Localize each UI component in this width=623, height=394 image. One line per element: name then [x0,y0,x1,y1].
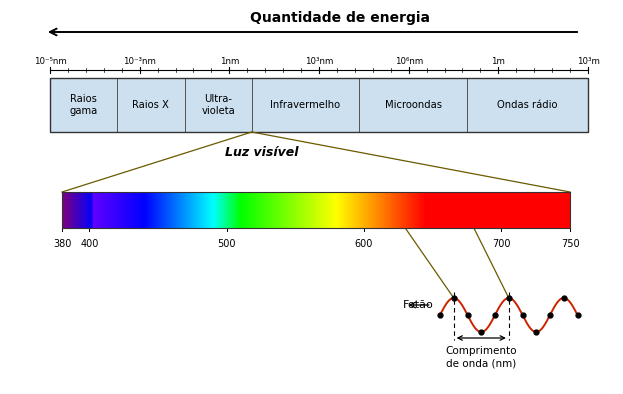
Bar [50,78,588,132]
Text: Raios X: Raios X [133,100,169,110]
Text: 500: 500 [217,239,236,249]
Text: 10³m: 10³m [576,57,599,66]
Text: Infravermelho: Infravermelho [270,100,341,110]
Bar [467,78,588,132]
Text: 10³nm: 10³nm [305,57,333,66]
Text: 10⁻³nm: 10⁻³nm [123,57,156,66]
Text: 600: 600 [355,239,373,249]
Text: 700: 700 [492,239,511,249]
Bar [50,78,117,132]
Bar [117,78,184,132]
Text: Fotão: Fotão [403,300,434,310]
Text: Comprimento
de onda (nm): Comprimento de onda (nm) [445,346,517,368]
Text: 10⁶nm: 10⁶nm [394,57,423,66]
Text: Luz visível: Luz visível [226,145,299,158]
Text: Ondas rádio: Ondas rádio [497,100,558,110]
Bar [184,78,252,132]
Text: 380: 380 [53,239,71,249]
Text: 10⁻⁵nm: 10⁻⁵nm [34,57,67,66]
Text: Ultra-
violeta: Ultra- violeta [201,94,235,116]
Text: Microondas: Microondas [384,100,442,110]
Bar [359,78,467,132]
Text: 1nm: 1nm [220,57,239,66]
Text: 750: 750 [561,239,579,249]
Text: Quantidade de energia: Quantidade de energia [250,11,430,25]
Bar [252,78,359,132]
Text: 1m: 1m [492,57,505,66]
Text: Raios
gama: Raios gama [70,94,98,116]
Text: 400: 400 [80,239,98,249]
